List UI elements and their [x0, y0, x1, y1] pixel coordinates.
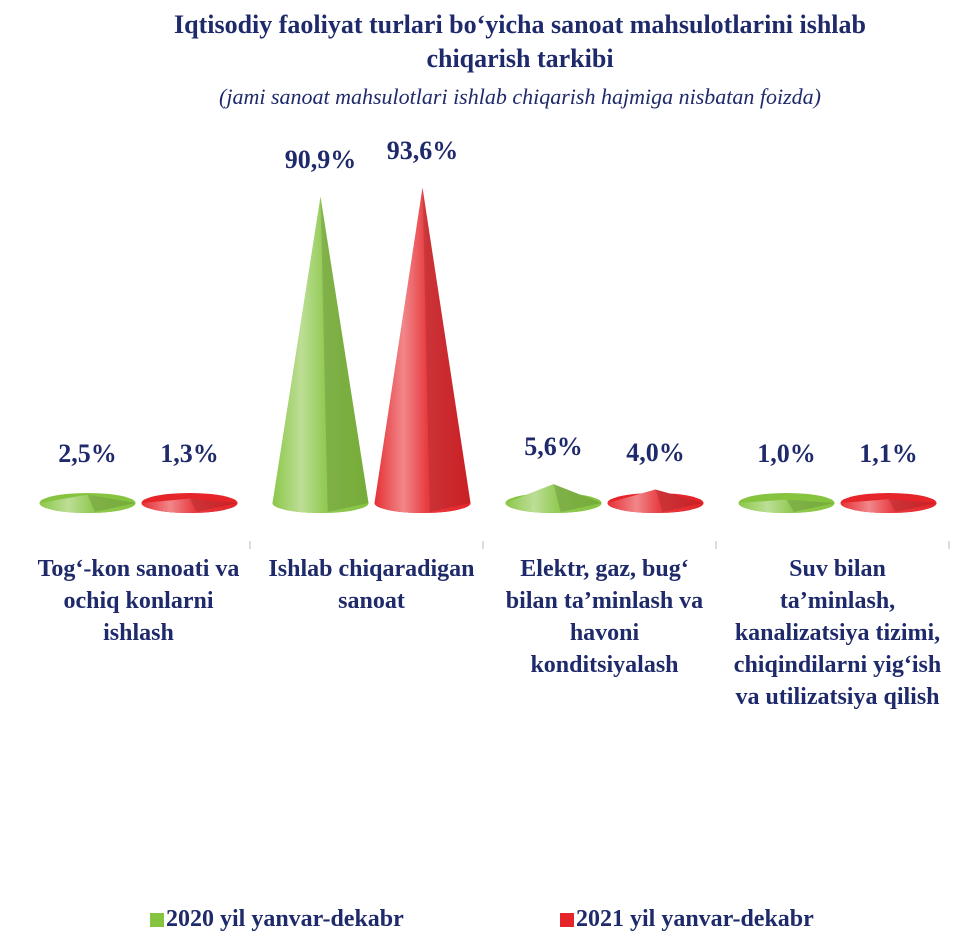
legend-swatch — [560, 913, 574, 927]
value-label: 4,0% — [626, 437, 685, 467]
x-tick-label: Suv bilan ta’minlash, kanalizatsiya tizi… — [733, 556, 942, 710]
value-label: 93,6% — [386, 135, 459, 165]
chart-title: Iqtisodiy faoliyat turlari bo‘yicha sano… — [174, 10, 866, 73]
cone-dark-edge — [553, 484, 602, 512]
value-label: 5,6% — [524, 432, 583, 462]
value-label: 2,5% — [58, 439, 117, 468]
cone-shade — [607, 489, 704, 513]
cone-dark-edge — [422, 187, 471, 512]
cone-shade — [272, 196, 369, 514]
value-label: 1,1% — [859, 439, 918, 468]
cone-dark-edge — [189, 498, 238, 512]
x-tick-label: Elektr, gaz, bug‘ bilan ta’minlash va ha… — [505, 556, 704, 678]
cone-shade — [374, 187, 471, 513]
cone-shade — [840, 499, 937, 513]
cone-shade — [39, 494, 136, 513]
cone-dark-edge — [320, 196, 369, 513]
chart-subtitle: (jami sanoat mahsulotlari ishlab chiqari… — [219, 84, 821, 109]
cone-shade — [738, 499, 835, 513]
value-label: 1,3% — [160, 439, 219, 468]
cone-shade — [141, 498, 238, 513]
value-label: 90,9% — [284, 144, 357, 174]
cone-dark-edge — [786, 499, 835, 512]
legend-label: 2020 yil yanvar-dekabr — [166, 906, 404, 932]
cone-dark-edge — [888, 499, 937, 512]
x-tick-label: Tog‘-kon sanoati va ochiq konlarni ishla… — [37, 556, 240, 646]
legend-label: 2021 yil yanvar-dekabr — [576, 906, 814, 932]
cone-dark-edge — [87, 494, 136, 512]
cone-dark-edge — [655, 489, 704, 512]
value-label: 1,0% — [757, 439, 816, 468]
x-tick-label: Ishlab chiqaradigan sanoat — [268, 556, 475, 614]
legend-swatch — [150, 913, 164, 927]
cone-shade — [505, 484, 602, 513]
